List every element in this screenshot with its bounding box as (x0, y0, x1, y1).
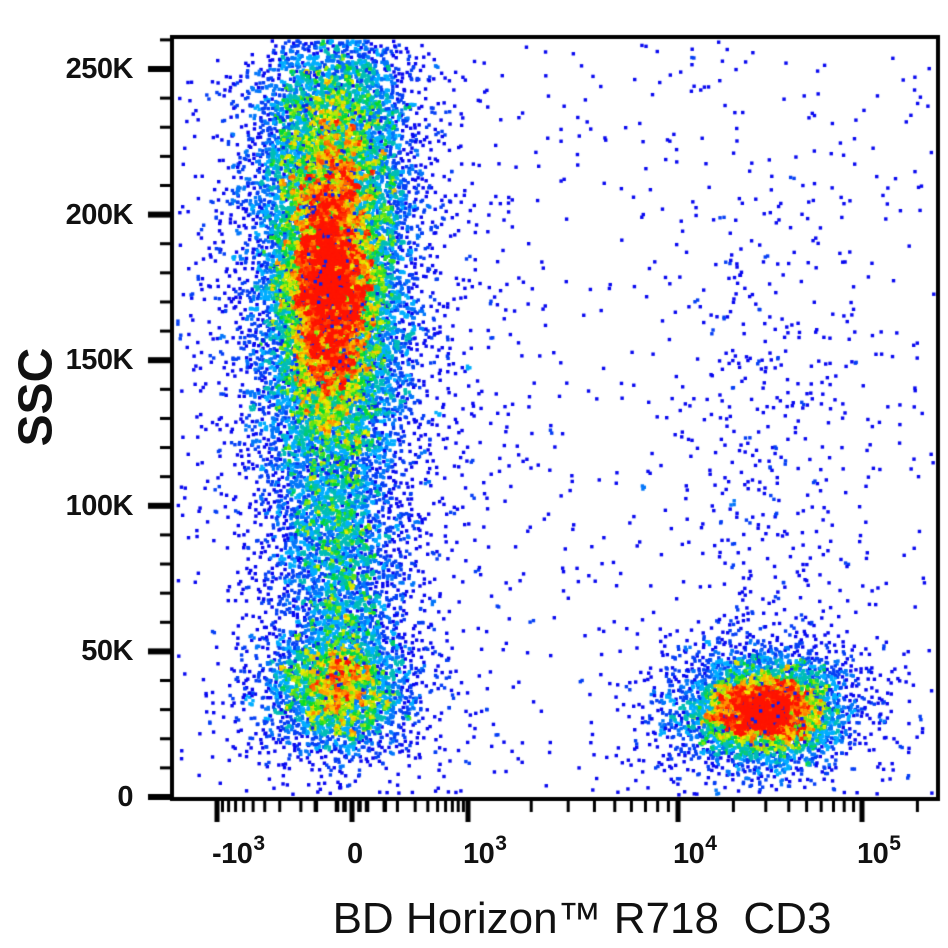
flow-plot-canvas (0, 0, 948, 948)
flow-cytometry-figure: SSC BD Horizon™ R718 CD3 0 50K 100K 150K 200… (0, 0, 948, 948)
